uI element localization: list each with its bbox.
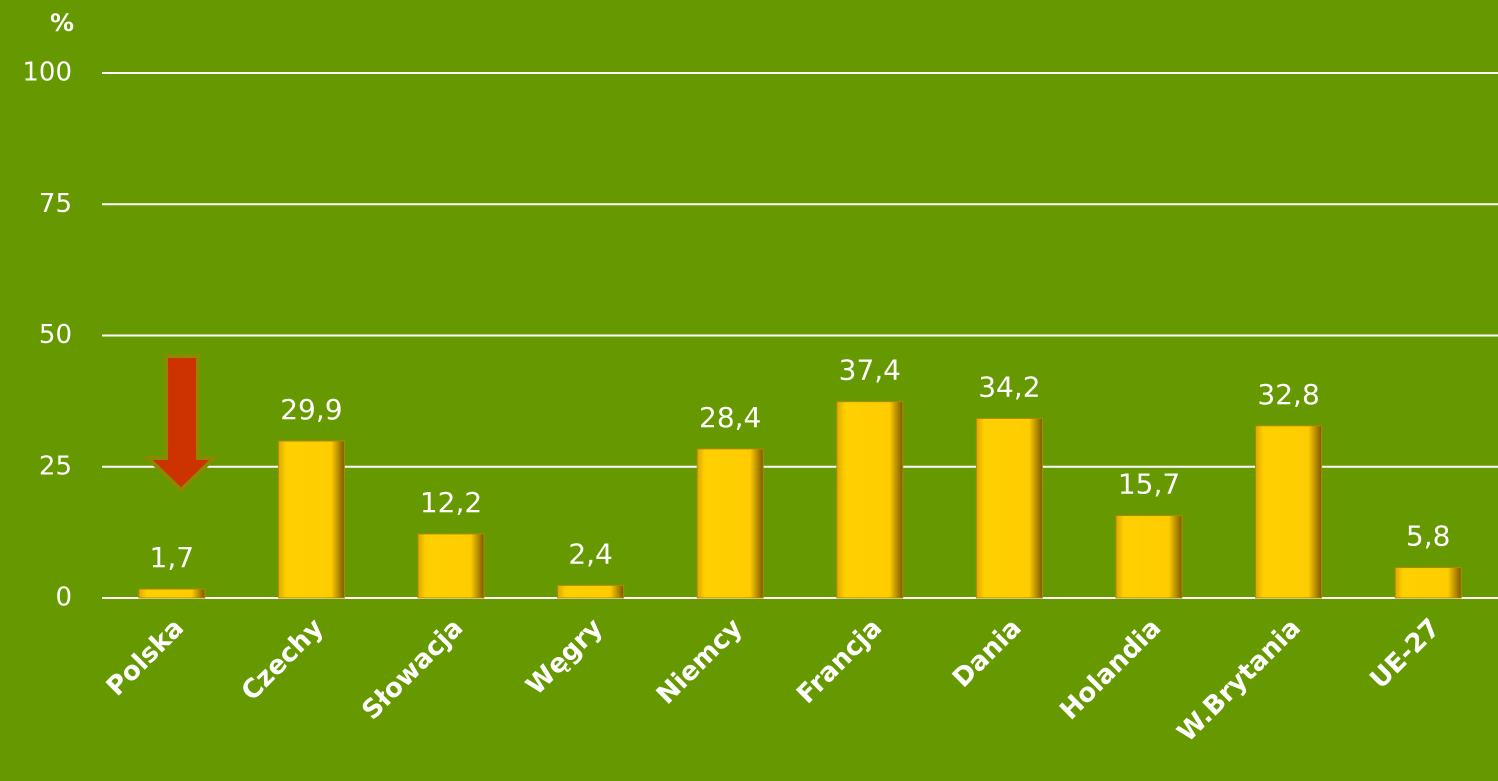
value-label: 28,4 — [699, 401, 761, 434]
bar — [1394, 567, 1462, 599]
bar — [417, 533, 485, 599]
bar — [836, 401, 904, 599]
y-tick-label: 100 — [22, 58, 72, 88]
bar — [1255, 425, 1323, 599]
value-label: 32,8 — [1257, 378, 1319, 411]
bar — [138, 588, 206, 599]
value-label: 37,4 — [839, 354, 901, 387]
y-tick-label: 50 — [39, 320, 72, 350]
bar — [975, 417, 1043, 599]
y-tick-label: 25 — [39, 451, 72, 481]
bar — [696, 448, 764, 599]
value-label: 1,7 — [150, 541, 195, 574]
y-tick-label: 0 — [55, 583, 72, 613]
y-axis-label: % — [50, 9, 74, 37]
bar — [277, 440, 345, 599]
value-label: 5,8 — [1406, 520, 1451, 553]
value-label: 29,9 — [280, 393, 342, 426]
value-label: 15,7 — [1118, 468, 1180, 501]
y-tick-label: 75 — [39, 189, 72, 219]
bar — [557, 584, 625, 599]
bar — [1115, 515, 1183, 599]
value-label: 2,4 — [568, 537, 613, 570]
value-label: 34,2 — [978, 370, 1040, 403]
value-label: 12,2 — [420, 486, 482, 519]
arrow — [143, 354, 219, 493]
